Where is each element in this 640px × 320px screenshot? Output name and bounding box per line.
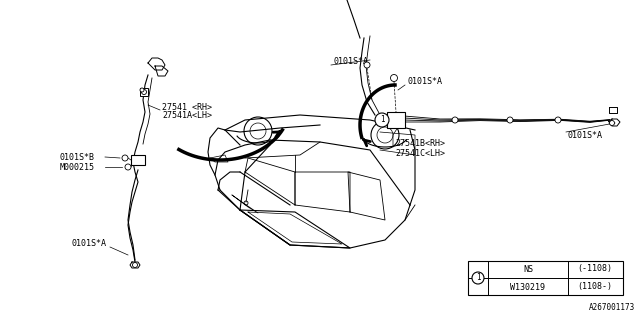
Text: 0101S*A: 0101S*A [72, 239, 107, 249]
Text: 27541B<RH>: 27541B<RH> [395, 140, 445, 148]
Text: 0101S*A: 0101S*A [568, 131, 603, 140]
Circle shape [375, 113, 389, 127]
Bar [387, 112, 405, 128]
Text: 0101S*B: 0101S*B [60, 153, 95, 162]
Circle shape [125, 164, 131, 170]
Text: M000215: M000215 [60, 163, 95, 172]
Text: NS: NS [523, 265, 533, 274]
Text: 0101S*A: 0101S*A [333, 58, 368, 67]
Bar [131, 155, 145, 165]
Circle shape [507, 117, 513, 123]
Text: (-1108): (-1108) [577, 265, 612, 274]
Text: 0101S*A: 0101S*A [407, 77, 442, 86]
Circle shape [555, 117, 561, 123]
Text: A267001173: A267001173 [589, 303, 635, 312]
Text: W130219: W130219 [511, 283, 545, 292]
Circle shape [364, 62, 370, 68]
Bar [140, 88, 148, 96]
Circle shape [140, 88, 144, 92]
Text: 27541C<LH>: 27541C<LH> [395, 148, 445, 157]
Bar [468, 261, 623, 295]
Text: 27541A<LH>: 27541A<LH> [162, 111, 212, 121]
Circle shape [122, 155, 128, 161]
Circle shape [452, 117, 458, 123]
Circle shape [141, 90, 147, 94]
Text: (1108-): (1108-) [577, 283, 612, 292]
Circle shape [609, 121, 614, 125]
Circle shape [472, 272, 484, 284]
Circle shape [390, 75, 397, 82]
Circle shape [132, 262, 138, 268]
Text: 1: 1 [380, 116, 384, 124]
Text: 1: 1 [476, 274, 480, 283]
Text: 27541 <RH>: 27541 <RH> [162, 102, 212, 111]
